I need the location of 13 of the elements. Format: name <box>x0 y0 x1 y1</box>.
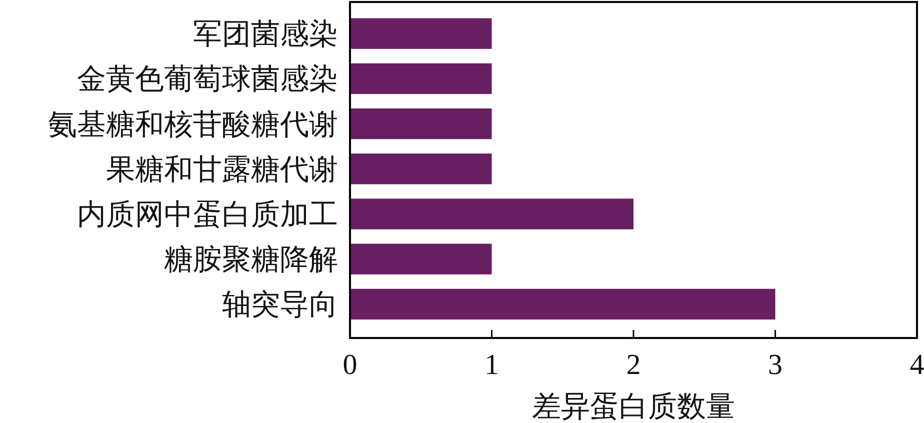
y-tick-label: 军团菌感染 <box>193 18 338 51</box>
y-tick-label: 轴突导向 <box>222 289 338 322</box>
y-tick-label: 金黄色葡萄球菌感染 <box>77 64 338 96</box>
y-tick-label: 氨基糖和核苷酸糖代谢 <box>48 108 338 141</box>
x-tick-label: 3 <box>768 349 782 381</box>
x-tick-label: 2 <box>626 349 641 381</box>
x-tick-label: 4 <box>910 349 924 381</box>
y-tick-label: 糖胺聚糖降解 <box>164 244 338 276</box>
x-tick-label: 0 <box>342 349 358 381</box>
x-tick-label: 1 <box>484 349 499 381</box>
x-axis-title: 差异蛋白质数量 <box>532 391 735 423</box>
y-tick-label: 内质网中蛋白质加工 <box>77 198 338 231</box>
y-tick-label: 果糖和甘露糖代谢 <box>106 154 338 186</box>
